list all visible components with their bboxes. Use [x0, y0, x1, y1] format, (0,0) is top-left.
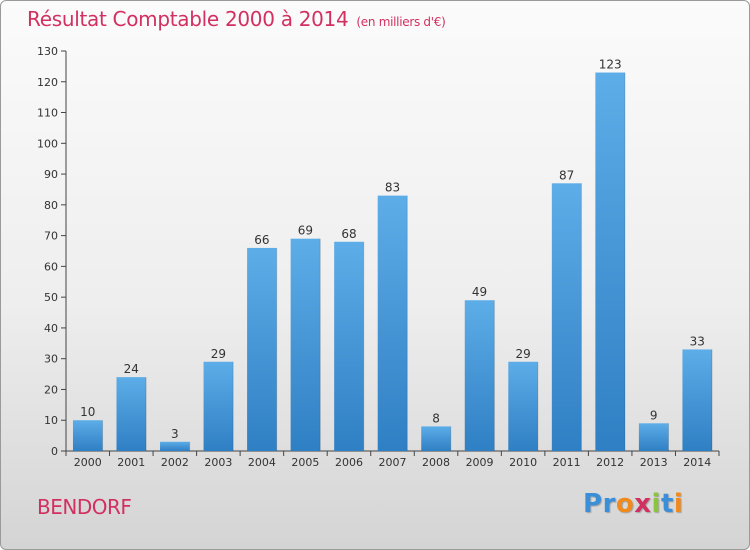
chart-title-text: Résultat Comptable 2000 à 2014	[27, 7, 349, 31]
proxiti-logo: Proxiti	[583, 489, 683, 519]
data-label: 29	[515, 347, 530, 361]
x-tick-label: 2002	[161, 456, 189, 469]
y-tick-label: 80	[44, 199, 58, 212]
y-tick-label: 50	[44, 291, 58, 304]
data-label: 10	[80, 405, 95, 419]
y-tick-label: 110	[37, 107, 58, 120]
data-label: 29	[211, 347, 226, 361]
x-axis: 2000 2001 2002 2003 2004 2005 2006 2007 2008 2009…	[65, 450, 720, 469]
chart-title: Résultat Comptable 2000 à 2014 (en millie…	[27, 7, 446, 31]
data-label: 69	[298, 224, 313, 238]
logo-letter: P	[583, 489, 603, 519]
x-tick-label: 2006	[335, 456, 363, 469]
y-tick-label: 0	[51, 445, 58, 458]
data-label: 8	[432, 411, 440, 425]
bar	[377, 195, 408, 451]
data-label: 9	[650, 408, 658, 422]
data-label: 123	[599, 58, 622, 72]
x-tick-label: 2014	[683, 456, 711, 469]
x-tick-label: 2012	[596, 456, 624, 469]
x-tick-label: 2010	[509, 456, 537, 469]
bar	[464, 300, 495, 451]
bar	[334, 241, 364, 451]
y-tick-label: 60	[44, 260, 58, 273]
data-label: 24	[124, 362, 139, 376]
bar	[595, 72, 625, 452]
bar	[551, 183, 582, 452]
bars-group: 10 24 3 29 66 69 68 83 8 49 29 87 123 9 33	[72, 58, 713, 452]
y-axis: 0 10 20 30 40 50 60 70 80 90 100 110 120 130	[37, 45, 67, 458]
y-tick-label: 130	[37, 45, 58, 58]
bar	[247, 247, 277, 451]
x-tick-label: 2004	[248, 456, 276, 469]
bar	[290, 238, 321, 451]
y-tick-label: 90	[44, 168, 58, 181]
data-label: 66	[254, 233, 269, 247]
y-tick-label: 120	[37, 76, 58, 89]
data-label: 83	[385, 181, 400, 195]
bar	[160, 441, 190, 451]
logo-letter: i	[673, 489, 684, 519]
x-tick-label: 2013	[640, 456, 668, 469]
y-tick-label: 30	[44, 353, 58, 366]
place-name: BENDORF	[37, 495, 132, 519]
logo-letter: r	[602, 489, 616, 519]
bar	[116, 377, 147, 451]
y-tick-label: 10	[44, 414, 58, 427]
data-label: 3	[171, 427, 179, 441]
data-label: 33	[690, 334, 705, 348]
bar	[421, 426, 451, 451]
x-tick-label: 2000	[74, 456, 102, 469]
chart-unit: (en milliers d'€)	[356, 15, 446, 29]
logo-letter: i	[651, 489, 661, 519]
bar	[638, 423, 669, 451]
data-label: 87	[559, 168, 574, 182]
bar	[508, 361, 538, 451]
logo-letter: t	[660, 489, 674, 519]
y-tick-label: 70	[44, 230, 58, 243]
y-tick-label: 100	[37, 137, 58, 150]
x-tick-label: 2003	[204, 456, 232, 469]
bar	[203, 361, 234, 451]
logo-letter: x	[634, 489, 652, 519]
x-tick-label: 2007	[379, 456, 407, 469]
data-label: 68	[341, 227, 356, 241]
x-tick-label: 2009	[466, 456, 494, 469]
x-tick-label: 2008	[422, 456, 450, 469]
x-tick-label: 2001	[117, 456, 145, 469]
x-tick-label: 2005	[291, 456, 319, 469]
bar	[72, 420, 103, 451]
x-tick-label: 2011	[553, 456, 581, 469]
bar	[682, 349, 713, 451]
y-tick-label: 40	[44, 322, 58, 335]
logo-letter: o	[615, 489, 635, 519]
data-label: 49	[472, 285, 487, 299]
y-tick-label: 20	[44, 383, 58, 396]
